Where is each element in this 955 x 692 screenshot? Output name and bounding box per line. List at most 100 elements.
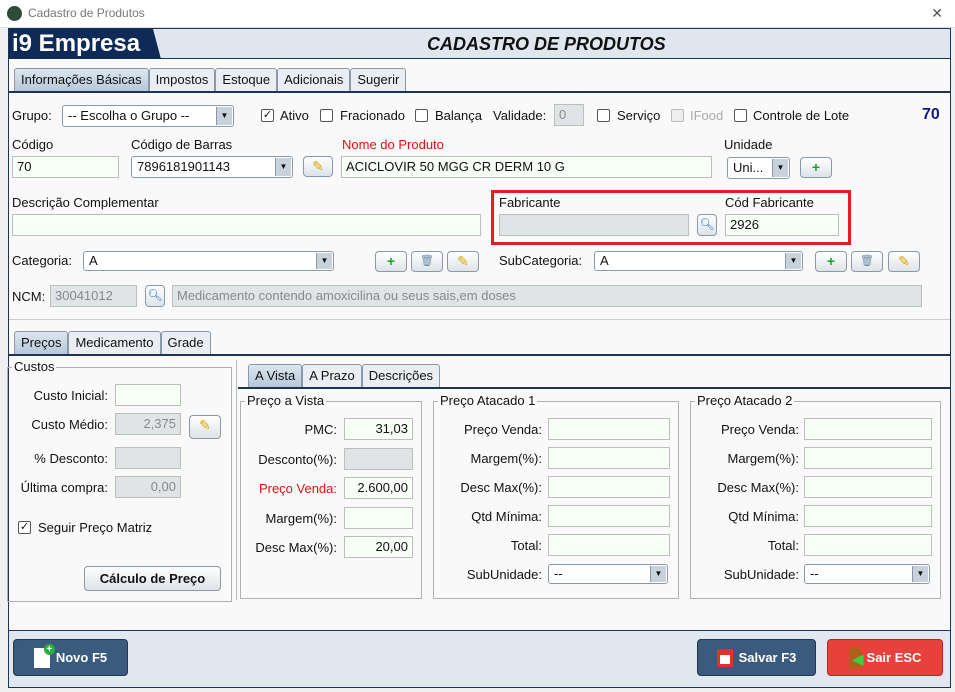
- vista-input[interactable]: 31,03: [344, 418, 413, 440]
- controle-lote-checkbox[interactable]: [734, 109, 747, 122]
- atacado2-input[interactable]: [804, 534, 932, 556]
- atacado1-input[interactable]: [548, 418, 670, 440]
- vista-label: Margem(%):: [265, 510, 337, 526]
- edit-barras-button[interactable]: ✎: [303, 156, 333, 177]
- delete-categoria-button[interactable]: 🗑︎: [411, 251, 443, 272]
- salvar-button[interactable]: Salvar F3: [697, 639, 816, 676]
- unidade-select[interactable]: Uni... ▼: [727, 157, 790, 179]
- novo-label: Novo F5: [55, 650, 108, 665]
- trash-icon: 🗑︎: [420, 255, 434, 267]
- atacado1-label: Desc Max(%):: [460, 480, 542, 495]
- ativo-checkbox[interactable]: ✓: [261, 109, 274, 122]
- chevron-down-icon: ▼: [275, 158, 291, 176]
- atacado2-input[interactable]: [804, 505, 932, 527]
- categoria-select[interactable]: A ▼: [83, 251, 334, 271]
- chevron-down-icon: ▼: [785, 253, 801, 269]
- edit-custo-button[interactable]: ✎: [189, 415, 221, 439]
- ncm-input[interactable]: 30041012: [50, 285, 137, 307]
- salvar-label: Salvar F3: [738, 650, 797, 665]
- tab-descricoes[interactable]: Descrições: [361, 364, 441, 387]
- search-fabricante-button[interactable]: 🔍︎: [697, 214, 717, 236]
- chevron-down-icon: ▼: [216, 107, 232, 125]
- atacado1-input[interactable]: [548, 476, 670, 498]
- add-unidade-button[interactable]: +: [800, 157, 832, 178]
- subcategoria-select[interactable]: A ▼: [594, 251, 803, 271]
- seguir-preco-checkbox[interactable]: ✓: [18, 521, 31, 534]
- tab-precos[interactable]: Preços: [14, 331, 69, 354]
- grupo-label: Grupo:: [12, 108, 52, 123]
- cod-fab-label: Cód Fabricante: [725, 195, 814, 210]
- subcategoria-value: A: [600, 253, 609, 268]
- search-icon: 🔍︎: [147, 288, 163, 302]
- edit-categoria-button[interactable]: ✎: [447, 251, 479, 272]
- barras-select[interactable]: 7896181901143 ▼: [131, 156, 293, 178]
- add-subcategoria-button[interactable]: +: [815, 251, 847, 272]
- barras-value: 7896181901143: [137, 159, 231, 174]
- add-categoria-button[interactable]: +: [375, 251, 407, 272]
- calculo-preco-button[interactable]: Cálculo de Preço: [84, 566, 221, 591]
- ultima-compra-input[interactable]: 0,00: [115, 476, 181, 498]
- custo-medio-input[interactable]: 2,375: [115, 413, 181, 435]
- unidade-label: Unidade: [724, 137, 773, 152]
- tab-a-prazo[interactable]: A Prazo: [302, 364, 362, 387]
- desconto-input[interactable]: [115, 447, 181, 469]
- fracionado-checkbox[interactable]: [320, 109, 333, 122]
- tab-informacoes-basicas[interactable]: Informações Básicas: [14, 68, 149, 91]
- delete-subcategoria-button[interactable]: 🗑︎: [851, 251, 883, 272]
- atacado2-input[interactable]: [804, 447, 932, 469]
- validade-input[interactable]: 0: [554, 104, 584, 126]
- pencil-icon: ✎: [199, 417, 211, 433]
- search-icon: 🔍︎: [699, 217, 715, 231]
- novo-button[interactable]: + Novo F5: [13, 639, 128, 676]
- servico-checkbox[interactable]: [597, 109, 610, 122]
- nome-input[interactable]: ACICLOVIR 50 MGG CR DERM 10 G: [341, 156, 712, 178]
- tab-grade[interactable]: Grade: [160, 331, 211, 354]
- atacado1-input[interactable]: [548, 505, 670, 527]
- seguir-preco-label: Seguir Preço Matriz: [38, 520, 153, 535]
- atacado1-label: Preço Venda:: [463, 422, 542, 437]
- atacado1-title: Preço Atacado 1: [438, 393, 538, 408]
- vista-input[interactable]: [344, 506, 413, 529]
- cod-fab-input[interactable]: 2926: [725, 214, 839, 236]
- atacado1-input[interactable]: [548, 534, 670, 556]
- tab-estoque[interactable]: Estoque: [215, 68, 278, 91]
- tab-impostos[interactable]: Impostos: [148, 68, 216, 91]
- subcategoria-label: SubCategoria:: [499, 253, 583, 268]
- atacado1-input[interactable]: [548, 447, 670, 469]
- vista-input[interactable]: 2.600,00: [344, 477, 413, 499]
- atacado1-subunidade-select[interactable]: -- ▼: [548, 564, 668, 584]
- atacado2-input[interactable]: [804, 476, 932, 498]
- tab-sugerir[interactable]: Sugerir: [350, 68, 407, 91]
- preco-vista-title: Preço a Vista: [245, 393, 327, 408]
- product-id: 70: [922, 106, 940, 123]
- atacado2-input[interactable]: [804, 418, 932, 440]
- custos-group: Custos: [7, 359, 232, 602]
- close-icon[interactable]: ✕: [931, 5, 943, 21]
- tab-a-vista[interactable]: A Vista: [248, 364, 303, 387]
- logo: i9 Empresa: [9, 29, 161, 59]
- divider: [236, 360, 237, 600]
- plus-icon: +: [826, 253, 836, 269]
- atacado2-subunidade-select[interactable]: -- ▼: [804, 564, 930, 584]
- grupo-select[interactable]: -- Escolha o Grupo -- ▼: [62, 105, 234, 127]
- balanca-checkbox[interactable]: [415, 109, 428, 122]
- atacado2-label: Total:: [767, 538, 799, 553]
- custo-inicial-input[interactable]: [115, 384, 181, 406]
- edit-subcategoria-button[interactable]: ✎: [888, 251, 920, 272]
- sair-button[interactable]: ◀ Sair ESC: [827, 639, 943, 676]
- search-ncm-button[interactable]: 🔍︎: [145, 285, 165, 307]
- ifood-checkbox[interactable]: [671, 109, 684, 122]
- vista-input[interactable]: [344, 447, 413, 470]
- pencil-icon: ✎: [312, 158, 324, 174]
- atacado2-label: Desc Max(%):: [717, 480, 799, 495]
- vista-input[interactable]: 20,00: [344, 536, 413, 558]
- ncm-label: NCM:: [12, 289, 46, 304]
- tab-adicionais[interactable]: Adicionais: [277, 68, 351, 91]
- custos-title: Custos: [12, 359, 57, 374]
- exit-door-icon: ◀: [848, 646, 863, 669]
- fabricante-input[interactable]: [499, 214, 689, 236]
- window-title: Cadastro de Produtos: [28, 6, 145, 20]
- codigo-input[interactable]: 70: [12, 156, 119, 178]
- tab-medicamento[interactable]: Medicamento: [68, 331, 161, 354]
- desc-input[interactable]: [12, 214, 481, 236]
